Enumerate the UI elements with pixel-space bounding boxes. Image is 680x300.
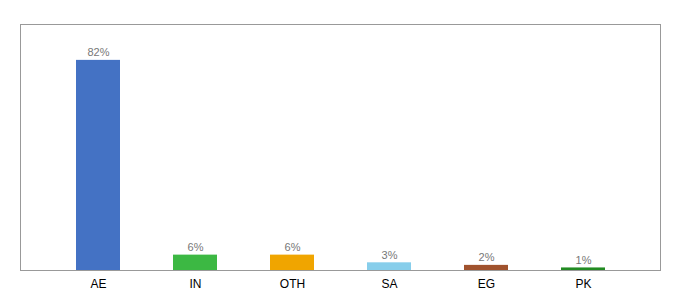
svg-text:82%: 82% [87,46,109,58]
svg-text:6%: 6% [285,241,301,253]
svg-text:OTH: OTH [280,277,305,291]
svg-text:IN: IN [190,277,202,291]
svg-text:6%: 6% [188,241,204,253]
svg-text:1%: 1% [576,254,592,266]
svg-text:SA: SA [381,277,397,291]
svg-text:AE: AE [90,277,106,291]
svg-text:3%: 3% [382,249,398,261]
svg-text:EG: EG [478,277,495,291]
svg-text:2%: 2% [479,251,495,263]
svg-text:PK: PK [575,277,591,291]
